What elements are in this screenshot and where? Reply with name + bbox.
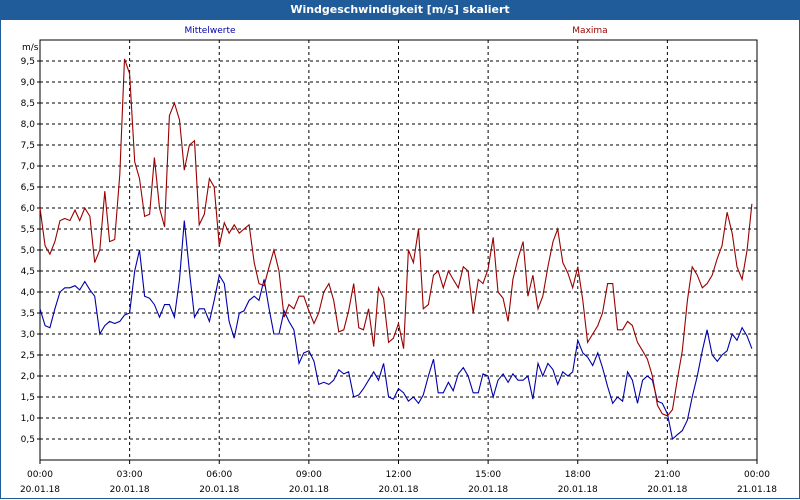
grid-lines [40, 40, 757, 460]
x-tick-time: 03:00 [117, 470, 143, 480]
x-tick-date: 20.01.18 [289, 485, 329, 495]
y-tick-label: 3,0 [21, 330, 36, 340]
y-tick-label: 5,0 [21, 246, 36, 256]
x-tick-time: 06:00 [206, 470, 232, 480]
y-axis-label: m/s [22, 43, 39, 53]
legend-mittelwerte: Mittelwerte [184, 26, 235, 36]
x-tick-time: 00:00 [744, 470, 770, 480]
y-tick-label: 9,5 [21, 57, 35, 67]
y-tick-label: 3,5 [21, 309, 35, 319]
series-line-mittelwerte [39, 220, 753, 441]
x-tick-time: 15:00 [475, 470, 501, 480]
x-tick-time: 09:00 [296, 470, 322, 480]
y-tick-label: 7,5 [21, 141, 35, 151]
x-tick-date: 20.01.18 [378, 485, 418, 495]
y-tick-label: 4,5 [21, 267, 35, 277]
y-tick-label: 2,5 [21, 351, 35, 361]
x-tick-labels: 00:00 20.01.18 03:00 20.01.18 06:00 20.01.18 0… [20, 460, 777, 495]
legend-maxima: Maxima [572, 26, 607, 36]
y-tick-label: 8,5 [21, 99, 35, 109]
x-tick-time: 18:00 [565, 470, 591, 480]
y-tick-label: 6,0 [21, 204, 36, 214]
x-tick-date: 20.01.18 [110, 485, 150, 495]
y-tick-label: 7,0 [21, 162, 36, 172]
y-tick-label: 8,0 [21, 120, 36, 130]
x-tick-time: 12:00 [386, 470, 412, 480]
chart-title: Windgeschwindigkeit [m/s] skaliert [0, 0, 800, 20]
y-tick-label: 0,5 [21, 435, 35, 445]
y-tick-label: 1,0 [21, 414, 36, 424]
x-tick-date: 20.01.18 [558, 485, 598, 495]
x-tick-date: 20.01.18 [20, 485, 60, 495]
y-tick-label: 5,5 [21, 225, 35, 235]
x-tick-time: 00:00 [27, 470, 53, 480]
x-tick-time: 21:00 [654, 470, 680, 480]
x-tick-date: 20.01.18 [199, 485, 239, 495]
y-tick-label: 6,5 [21, 183, 35, 193]
series-line-maxima [39, 58, 753, 417]
y-tick-label: 2,0 [21, 372, 36, 382]
series-lines [39, 58, 753, 441]
y-tick-label: 4,0 [21, 288, 36, 298]
y-tick-labels: 0,5 1,0 1,5 2,0 2,5 3,0 3,5 4,0 4,5 5,0 5,5 6,0 6,5 7… [21, 57, 40, 445]
x-tick-date: 20.01.18 [468, 485, 508, 495]
x-tick-date: 20.01.18 [647, 485, 687, 495]
y-tick-label: 9,0 [21, 78, 36, 88]
y-tick-label: 1,5 [21, 393, 35, 403]
x-tick-date: 21.01.18 [737, 485, 777, 495]
